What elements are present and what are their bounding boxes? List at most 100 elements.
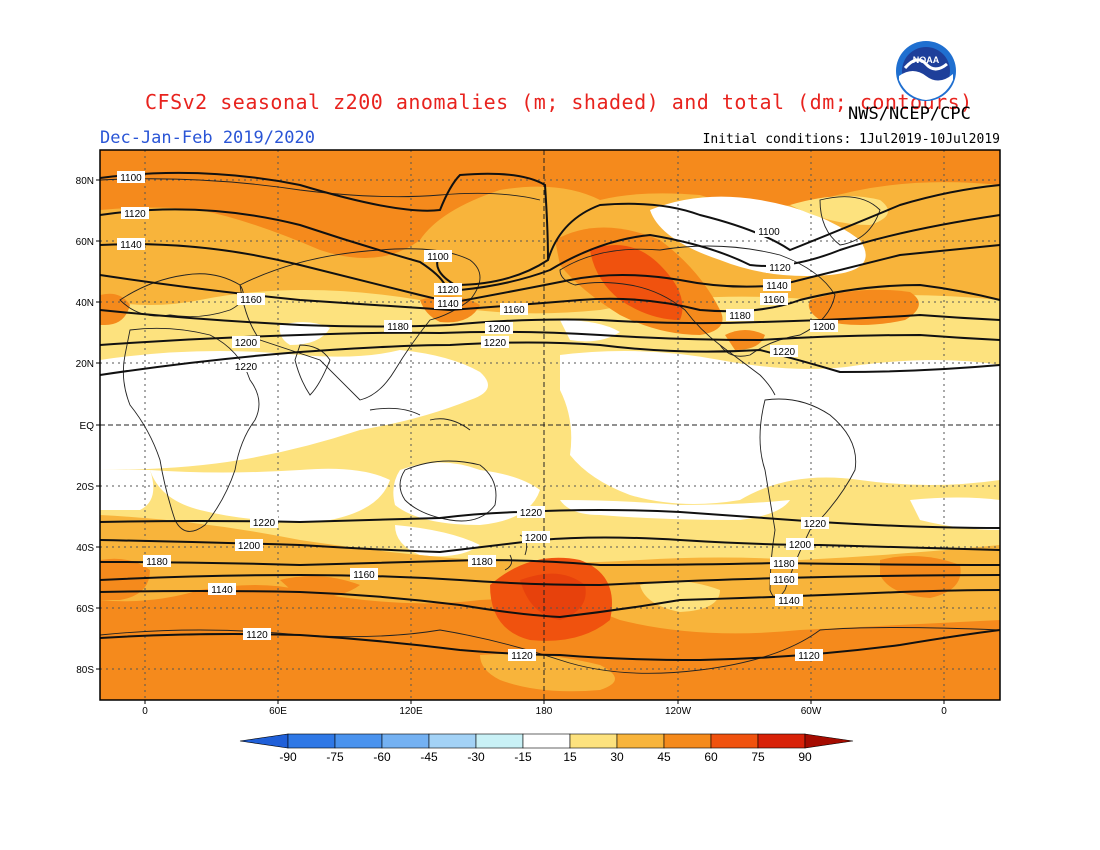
svg-text:1120: 1120 xyxy=(124,209,146,220)
contour-label: 1160 xyxy=(760,293,788,306)
colorbar-label: 45 xyxy=(657,750,671,764)
contour-label: 1120 xyxy=(243,628,271,641)
svg-text:1160: 1160 xyxy=(503,305,525,316)
colorbar-segment xyxy=(428,733,477,749)
colorbar-min-triangle xyxy=(239,733,289,749)
svg-text:1200: 1200 xyxy=(238,541,261,552)
contour-label: 1120 xyxy=(508,649,536,662)
colorbar: -90 -75 -60 -45 -30 -15 15 30 45 60 75 90 xyxy=(239,733,854,764)
colorbar-segment xyxy=(334,733,383,749)
contour-label: 1180 xyxy=(143,555,171,568)
contour-label: 1180 xyxy=(770,557,798,570)
svg-text:1200: 1200 xyxy=(525,533,548,544)
svg-text:1180: 1180 xyxy=(471,557,493,568)
svg-text:1140: 1140 xyxy=(211,585,233,596)
lat-label: EQ xyxy=(80,421,95,432)
lon-label: 0 xyxy=(142,706,148,717)
svg-text:1200: 1200 xyxy=(789,540,812,551)
colorbar-label: -60 xyxy=(373,750,391,764)
contour-label: 1140 xyxy=(208,583,236,596)
svg-text:1160: 1160 xyxy=(773,575,795,586)
contour-label: 1180 xyxy=(384,320,412,333)
svg-text:1120: 1120 xyxy=(798,651,820,662)
contour-label: 1120 xyxy=(766,261,794,274)
contour-label: 1200 xyxy=(235,539,263,552)
contour-label: 1200 xyxy=(810,320,838,333)
lat-label: 40S xyxy=(76,543,94,554)
colorbar-segment xyxy=(663,733,712,749)
svg-text:1220: 1220 xyxy=(773,347,796,358)
lat-label: 80S xyxy=(76,665,94,676)
contour-label: 1100 xyxy=(755,225,783,238)
contour-label: 1140 xyxy=(775,594,803,607)
svg-text:1140: 1140 xyxy=(766,281,788,292)
svg-text:1120: 1120 xyxy=(246,630,268,641)
svg-text:1220: 1220 xyxy=(804,519,827,530)
colorbar-label: -75 xyxy=(326,750,344,764)
colorbar-segment xyxy=(381,733,430,749)
contour-label: 1220 xyxy=(250,516,278,529)
svg-text:1100: 1100 xyxy=(427,252,449,263)
lat-label: 60S xyxy=(76,604,94,615)
lat-label: 20N xyxy=(76,359,94,370)
contour-label: 1140 xyxy=(117,238,145,251)
longitude-axis: 0 60E 120E 180 120W 60W 0 xyxy=(142,706,947,717)
contour-label: 1200 xyxy=(232,336,260,349)
initial-conditions-label: Initial conditions: 1Jul2019-10Jul2019 xyxy=(702,132,1000,147)
svg-text:1100: 1100 xyxy=(758,227,780,238)
svg-text:1200: 1200 xyxy=(235,338,258,349)
contour-label: 1200 xyxy=(522,531,550,544)
svg-text:1160: 1160 xyxy=(353,570,375,581)
colorbar-max-triangle xyxy=(804,733,854,749)
lon-label: 180 xyxy=(536,706,553,717)
longitude-ticks xyxy=(144,700,945,704)
svg-text:1120: 1120 xyxy=(437,285,459,296)
svg-text:1120: 1120 xyxy=(769,263,791,274)
colorbar-segment xyxy=(616,733,665,749)
lon-label: 60W xyxy=(801,706,822,717)
svg-text:1100: 1100 xyxy=(120,173,142,184)
contour-label: 1100 xyxy=(424,250,452,263)
svg-text:1180: 1180 xyxy=(387,322,409,333)
lat-label: 60N xyxy=(76,237,94,248)
colorbar-segment xyxy=(287,733,336,749)
lat-label: 20S xyxy=(76,482,94,493)
contour-label: 1220 xyxy=(770,345,798,358)
contour-label: 1120 xyxy=(795,649,823,662)
lat-label: 40N xyxy=(76,298,94,309)
svg-text:1180: 1180 xyxy=(729,311,751,322)
colorbar-label: -30 xyxy=(467,750,485,764)
colorbar-segment xyxy=(710,733,759,749)
contour-label: 1160 xyxy=(350,568,378,581)
contour-label: 1160 xyxy=(237,293,265,306)
contour-label: 1100 xyxy=(117,171,145,184)
svg-text:1180: 1180 xyxy=(773,559,795,570)
contour-label: 1120 xyxy=(121,207,149,220)
lon-label: 120W xyxy=(665,706,692,717)
contour-label: 1220 xyxy=(481,336,509,349)
svg-text:1160: 1160 xyxy=(763,295,785,306)
contour-label: 1140 xyxy=(763,279,791,292)
colorbar-label: 75 xyxy=(751,750,765,764)
svg-text:1220: 1220 xyxy=(235,362,258,373)
svg-text:1140: 1140 xyxy=(120,240,142,251)
contour-label-group: 1100 1120 1140 1160 1180 1200 1220 1100 … xyxy=(117,171,838,662)
colorbar-label: 90 xyxy=(798,750,812,764)
colorbar-label: 60 xyxy=(704,750,718,764)
noaa-logo-icon: NOAA xyxy=(896,41,956,101)
contour-label: 1200 xyxy=(485,322,513,335)
contour-label: 1140 xyxy=(434,297,462,310)
contour-label: 1200 xyxy=(786,538,814,551)
contour-label: 1160 xyxy=(770,573,798,586)
contour-label: 1220 xyxy=(801,517,829,530)
svg-text:1220: 1220 xyxy=(253,518,276,529)
svg-text:1200: 1200 xyxy=(813,322,836,333)
contour-label: 1220 xyxy=(232,360,260,373)
svg-text:1180: 1180 xyxy=(146,557,168,568)
agency-label: NWS/NCEP/CPC xyxy=(848,104,971,124)
lon-label: 60E xyxy=(269,706,287,717)
colorbar-label: 30 xyxy=(610,750,624,764)
colorbar-label: 15 xyxy=(563,750,577,764)
svg-text:1220: 1220 xyxy=(520,508,543,519)
